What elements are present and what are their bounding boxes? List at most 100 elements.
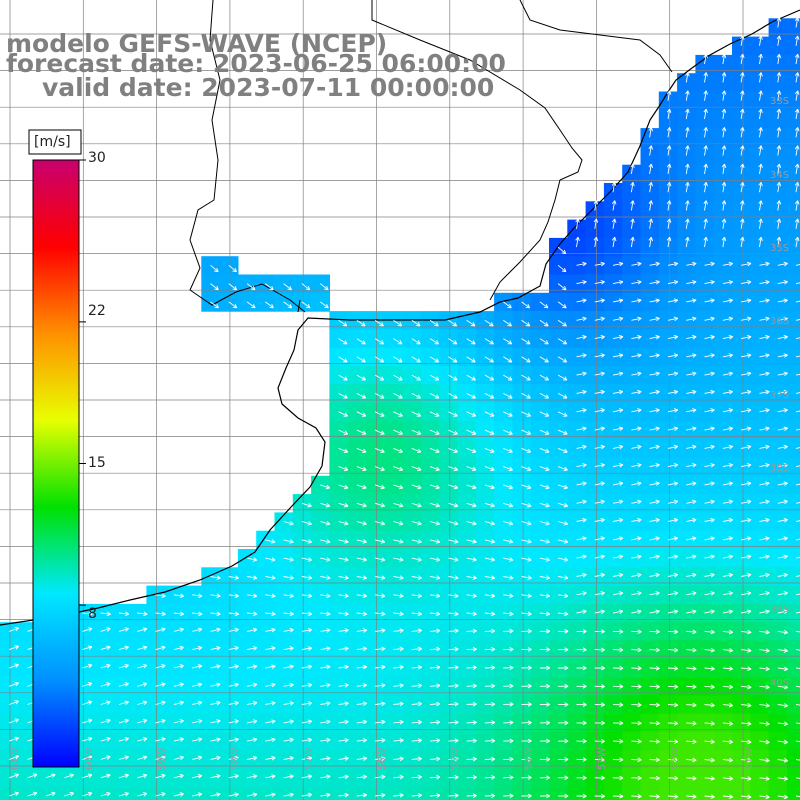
- wind-arrow: [795, 722, 800, 724]
- wind-arrow: [137, 663, 148, 669]
- wind-arrow: [82, 627, 93, 632]
- wind-speed-field: [0, 18, 800, 800]
- wind-arrow: [137, 718, 148, 724]
- wind-arrow: [611, 182, 617, 193]
- wind-arrow: [686, 517, 697, 523]
- wind-arrow: [722, 572, 733, 578]
- wind-arrow: [393, 719, 404, 725]
- wind-arrow: [503, 466, 513, 472]
- wind-arrow: [356, 338, 366, 345]
- wind-arrow: [686, 481, 697, 486]
- wind-arrow: [649, 591, 660, 596]
- wind-arrow: [612, 684, 624, 689]
- wind-arrow: [466, 575, 477, 580]
- speed-cell: [768, 146, 788, 166]
- speed-cell: [603, 237, 623, 257]
- wind-arrow: [320, 701, 331, 706]
- wind-arrow: [192, 664, 203, 669]
- wind-arrow: [356, 466, 367, 472]
- wind-arrow: [722, 757, 734, 763]
- speed-cell: [786, 457, 800, 477]
- wind-arrow: [703, 53, 708, 65]
- speed-cell: [786, 146, 800, 166]
- wind-arrow: [759, 776, 770, 781]
- wind-arrow: [703, 127, 708, 138]
- wind-arrow: [210, 627, 221, 633]
- wind-arrow: [338, 611, 349, 617]
- wind-arrow: [667, 721, 679, 726]
- wind-arrow: [466, 411, 477, 417]
- speed-cell: [768, 201, 788, 221]
- wind-arrow: [228, 627, 239, 633]
- speed-cell: [677, 73, 696, 93]
- wind-arrow: [484, 701, 496, 707]
- wind-arrow: [283, 646, 294, 651]
- wind-arrow: [448, 502, 459, 508]
- wind-arrow: [9, 645, 19, 651]
- speed-cell: [768, 786, 788, 800]
- wind-arrow: [247, 755, 258, 761]
- wind-arrow: [100, 627, 111, 632]
- wind-arrow: [666, 90, 672, 101]
- wind-arrow: [557, 502, 569, 508]
- wind-arrow: [794, 218, 800, 229]
- wind-arrow: [301, 737, 313, 743]
- lon-label-58w: 58W: [230, 747, 241, 770]
- wind-arrow: [375, 611, 386, 617]
- speed-cell: [732, 73, 751, 93]
- wind-arrow: [776, 236, 782, 248]
- wind-arrow: [100, 645, 111, 651]
- speed-cell: [713, 201, 733, 221]
- wind-arrow: [466, 756, 477, 762]
- wind-arrow: [265, 701, 276, 706]
- wind-arrow: [722, 463, 733, 468]
- wind-arrow: [228, 645, 239, 651]
- wind-arrow: [667, 572, 679, 578]
- speed-cell: [622, 201, 642, 221]
- wind-arrow: [448, 720, 459, 725]
- wind-arrow: [430, 774, 441, 780]
- speed-cell: [274, 786, 294, 800]
- wind-arrow: [594, 591, 605, 596]
- speed-cell: [585, 219, 605, 239]
- wind-arrow: [722, 721, 734, 726]
- speed-cell: [0, 786, 19, 800]
- wind-arrow: [594, 280, 605, 285]
- wind-arrow: [430, 701, 441, 707]
- wind-arrow: [393, 611, 404, 617]
- speed-cell: [622, 219, 642, 239]
- colorbar: [28, 129, 86, 768]
- wind-arrow: [429, 447, 440, 454]
- wind-arrow: [741, 298, 752, 303]
- wind-arrow: [594, 684, 605, 689]
- wind-arrow: [576, 775, 587, 781]
- wind-arrow: [9, 773, 19, 779]
- wind-arrow: [722, 261, 733, 267]
- wind-arrow: [630, 200, 635, 211]
- wind-arrow: [631, 702, 642, 708]
- wind-arrow: [448, 356, 458, 363]
- wind-arrow: [704, 389, 715, 395]
- wind-arrow: [631, 334, 642, 340]
- wind-arrow: [631, 536, 642, 541]
- wind-arrow: [100, 700, 111, 705]
- wind-arrow: [192, 719, 203, 724]
- wind-arrow: [411, 484, 422, 490]
- wind-arrow: [576, 536, 587, 541]
- lon-label-56w: 56W: [377, 747, 388, 770]
- speed-cell: [713, 237, 733, 257]
- wind-arrow: [686, 408, 697, 413]
- wind-arrow: [740, 108, 745, 120]
- wind-arrow: [521, 665, 532, 671]
- wind-arrow: [539, 338, 549, 345]
- speed-cell: [750, 109, 770, 129]
- speed-cell: [18, 786, 38, 800]
- speed-cell: [640, 183, 660, 202]
- wind-arrow: [118, 627, 129, 632]
- wind-arrow: [411, 756, 422, 762]
- wind-arrow: [649, 517, 660, 523]
- wind-arrow: [82, 682, 93, 687]
- lat-label-35s: 35S: [770, 243, 790, 254]
- speed-cell: [603, 219, 623, 239]
